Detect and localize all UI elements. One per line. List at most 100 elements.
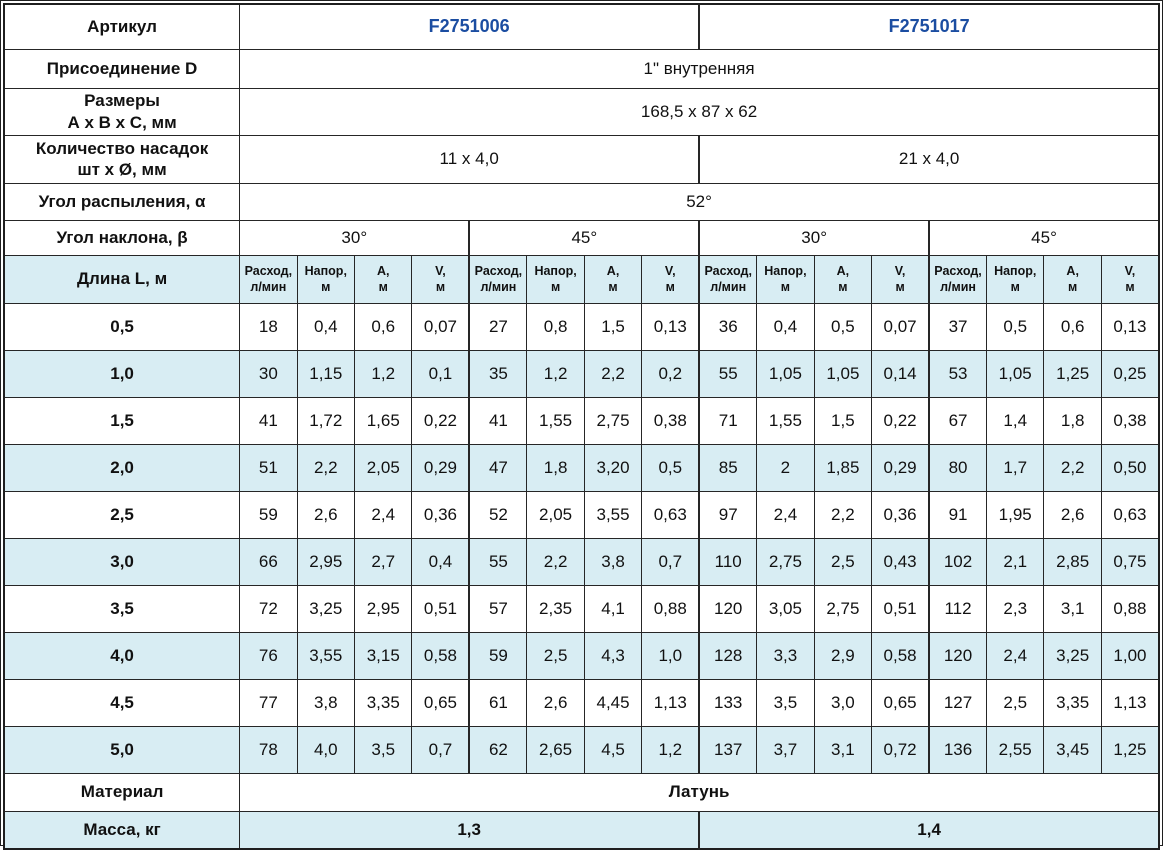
data-cell: 1,0	[641, 631, 701, 680]
data-cell: 0,07	[411, 302, 471, 351]
length-value: 4,5	[3, 678, 241, 727]
unit-header-v: V, м	[1100, 254, 1160, 304]
data-cell: 2,35	[526, 584, 585, 633]
nozzles-value-1: 11 x 4,0	[239, 134, 701, 184]
data-cell: 2,05	[526, 490, 585, 539]
tilt-angle-value: 30°	[698, 219, 931, 256]
data-cell: 0,88	[641, 584, 701, 633]
data-cell: 3,25	[1043, 631, 1102, 680]
data-cell: 2,75	[583, 396, 643, 445]
data-cell: 78	[239, 725, 298, 774]
data-cell: 2,5	[985, 678, 1045, 727]
data-cell: 0,7	[641, 537, 701, 586]
row-label-mass: Масса, кг	[3, 810, 241, 850]
data-cell: 37	[928, 302, 988, 351]
data-cell: 0,1	[411, 349, 471, 398]
row-tilt-angle: Угол наклона, β 30° 45° 30° 45°	[3, 219, 1160, 256]
data-cell: 53	[928, 349, 988, 398]
table-row: 2,0 51 2,2 2,05 0,29 47 1,8 3,20 0,5 85 2 1,85 0,29 8…	[3, 443, 1160, 492]
unit-header-a: А, м	[354, 254, 413, 304]
data-cell: 1,95	[985, 490, 1045, 539]
data-cell: 137	[698, 725, 758, 774]
data-cell: 1,05	[985, 349, 1045, 398]
row-label-article: Артикул	[3, 3, 241, 50]
data-cell: 52	[468, 490, 528, 539]
data-cell: 3,3	[756, 631, 815, 680]
data-cell: 120	[698, 584, 758, 633]
data-cell: 1,5	[583, 302, 643, 351]
data-cell: 0,13	[1100, 302, 1160, 351]
data-cell: 1,15	[296, 349, 356, 398]
data-cell: 0,43	[871, 537, 931, 586]
data-cell: 3,35	[1043, 678, 1102, 727]
data-cell: 2,4	[756, 490, 815, 539]
data-cell: 0,72	[871, 725, 931, 774]
data-cell: 0,29	[871, 443, 931, 492]
data-cell: 76	[239, 631, 298, 680]
unit-header-head: Напор, м	[296, 254, 356, 304]
data-cell: 2,7	[354, 537, 413, 586]
data-cell: 2,2	[813, 490, 873, 539]
data-cell: 35	[468, 349, 528, 398]
data-cell: 80	[928, 443, 988, 492]
data-cell: 62	[468, 725, 528, 774]
data-cell: 120	[928, 631, 988, 680]
data-cell: 0,2	[641, 349, 701, 398]
row-spray-angle: Угол распыления, α 52°	[3, 182, 1160, 221]
data-cell: 2,75	[756, 537, 815, 586]
data-cell: 55	[698, 349, 758, 398]
data-cell: 3,5	[354, 725, 413, 774]
data-cell: 0,63	[1100, 490, 1160, 539]
unit-header-a: А, м	[1043, 254, 1102, 304]
data-cell: 59	[239, 490, 298, 539]
row-label-tilt-angle: Угол наклона, β	[3, 219, 241, 256]
article-link-1[interactable]: F2751006	[239, 3, 701, 50]
data-cell: 3,35	[354, 678, 413, 727]
table-row: 2,5 59 2,6 2,4 0,36 52 2,05 3,55 0,63 97 2,4 2,2 0,3…	[3, 490, 1160, 539]
data-cell: 0,58	[411, 631, 471, 680]
data-cell: 66	[239, 537, 298, 586]
row-mass: Масса, кг 1,3 1,4	[3, 810, 1160, 850]
unit-header-v: V, м	[641, 254, 701, 304]
data-cell: 1,05	[756, 349, 815, 398]
data-rows: 0,5 18 0,4 0,6 0,07 27 0,8 1,5 0,13 36 0,4 0,5 0,07 3…	[3, 302, 1160, 774]
table-row: 3,5 72 3,25 2,95 0,51 57 2,35 4,1 0,88 120 3,05 2,7…	[3, 584, 1160, 633]
data-cell: 2,6	[526, 678, 585, 727]
data-cell: 110	[698, 537, 758, 586]
table-row: 4,5 77 3,8 3,35 0,65 61 2,6 4,45 1,13 133 3,5 3,0 0,…	[3, 678, 1160, 727]
data-cell: 2,55	[985, 725, 1045, 774]
data-cell: 3,25	[296, 584, 356, 633]
row-label-material: Материал	[3, 772, 241, 812]
spray-angle-value: 52°	[239, 182, 1160, 221]
data-cell: 18	[239, 302, 298, 351]
data-cell: 85	[698, 443, 758, 492]
row-label-length: Длина L, м	[3, 254, 241, 304]
data-cell: 4,0	[296, 725, 356, 774]
data-cell: 127	[928, 678, 988, 727]
data-cell: 0,7	[411, 725, 471, 774]
mass-value-2: 1,4	[698, 810, 1160, 850]
length-value: 4,0	[3, 631, 241, 680]
data-cell: 67	[928, 396, 988, 445]
data-cell: 2,2	[583, 349, 643, 398]
article-link-2[interactable]: F2751017	[698, 3, 1160, 50]
data-cell: 1,2	[526, 349, 585, 398]
data-cell: 0,6	[1043, 302, 1102, 351]
data-cell: 4,1	[583, 584, 643, 633]
unit-header-flow: Расход, л/мин	[468, 254, 528, 304]
data-cell: 3,5	[756, 678, 815, 727]
data-cell: 0,38	[1100, 396, 1160, 445]
data-cell: 97	[698, 490, 758, 539]
data-cell: 2,5	[813, 537, 873, 586]
row-connection: Присоединение D 1" внутренняя	[3, 48, 1160, 89]
data-cell: 1,8	[1043, 396, 1102, 445]
data-cell: 71	[698, 396, 758, 445]
data-cell: 30	[239, 349, 298, 398]
data-cell: 3,15	[354, 631, 413, 680]
data-cell: 3,1	[813, 725, 873, 774]
mass-value-1: 1,3	[239, 810, 701, 850]
data-cell: 0,36	[871, 490, 931, 539]
data-cell: 3,0	[813, 678, 873, 727]
data-cell: 1,13	[1100, 678, 1160, 727]
